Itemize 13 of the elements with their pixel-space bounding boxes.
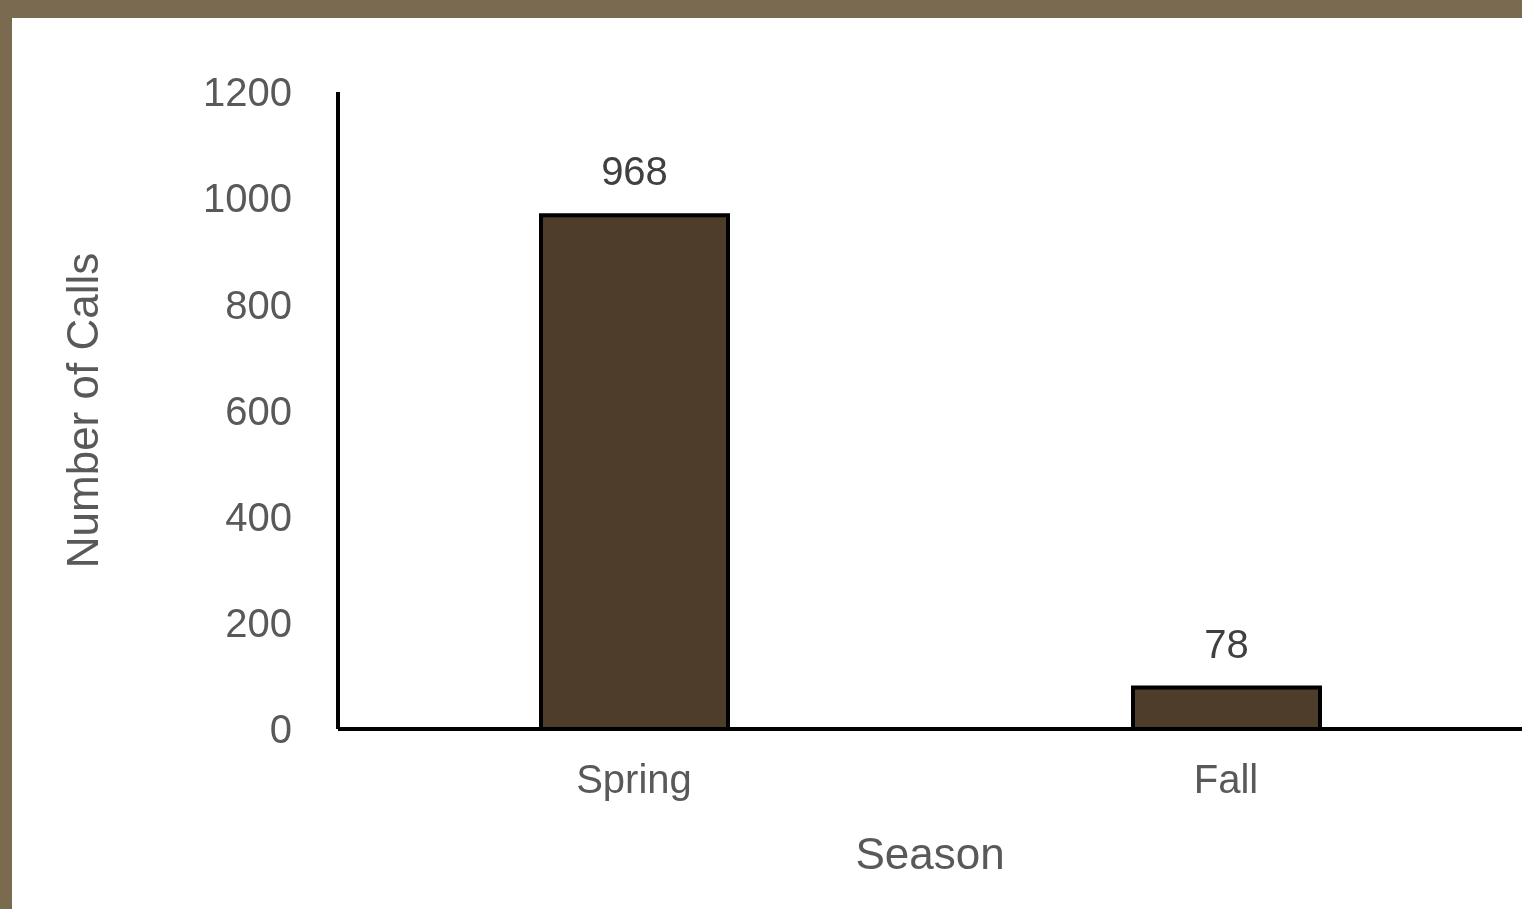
data-label: 78 [1204, 621, 1249, 666]
y-tick-label: 400 [225, 494, 292, 539]
x-tick-label: Fall [1193, 757, 1259, 802]
y-axis-title: Number of Calls [57, 252, 107, 569]
y-tick-label: 200 [225, 601, 292, 646]
x-axis-title: Season [855, 829, 1005, 878]
data-label: 968 [601, 149, 668, 194]
y-tick-label: 800 [225, 282, 292, 327]
y-tick-label: 1000 [203, 176, 292, 221]
y-tick-label: 0 [269, 707, 292, 752]
y-tick-label: 600 [225, 388, 292, 433]
y-tick-label: 1200 [203, 70, 292, 115]
x-tick-label: Spring [576, 757, 692, 802]
